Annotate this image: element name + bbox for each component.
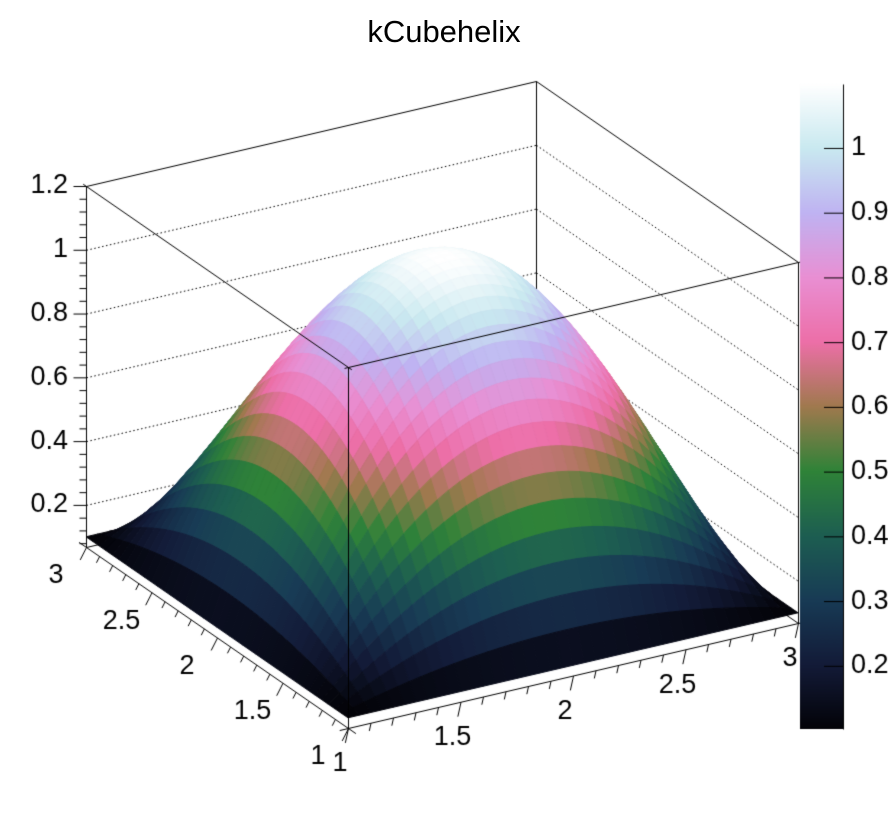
- chart-title: kCubehelix: [367, 14, 521, 49]
